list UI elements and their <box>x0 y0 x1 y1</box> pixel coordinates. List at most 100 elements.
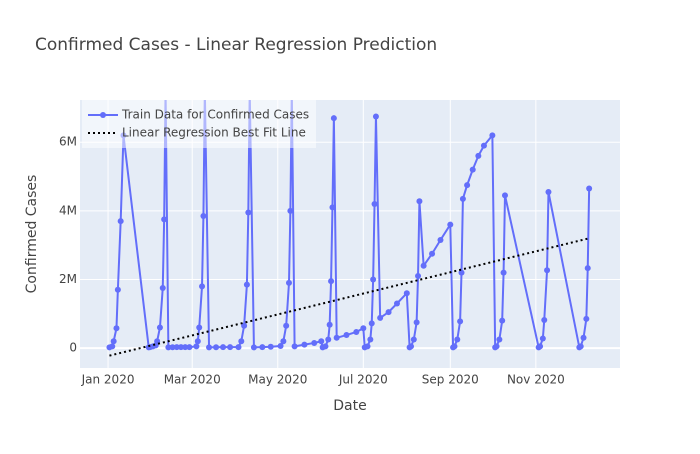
point <box>420 262 427 269</box>
point <box>364 343 371 350</box>
point <box>586 185 593 192</box>
point <box>114 286 121 293</box>
point <box>243 281 250 288</box>
point <box>259 344 266 351</box>
point <box>186 344 193 351</box>
point <box>368 320 375 327</box>
x-tick-label: Nov 2020 <box>507 373 565 387</box>
point <box>289 88 295 94</box>
point <box>163 88 169 94</box>
point <box>544 267 551 274</box>
x-tick-label: Jan 2020 <box>81 373 135 387</box>
point <box>464 182 471 189</box>
point <box>500 269 507 276</box>
point <box>109 343 116 350</box>
point <box>159 285 166 292</box>
point <box>283 322 290 329</box>
legend-label: Train Data for Confirmed Cases <box>121 108 309 122</box>
point <box>241 322 248 329</box>
point <box>459 195 466 202</box>
point <box>238 338 245 345</box>
point <box>199 283 206 290</box>
point <box>451 343 458 350</box>
point <box>285 279 292 286</box>
y-tick-label: 2M <box>59 272 77 286</box>
point <box>110 338 117 345</box>
x-tick-label: Jul 2020 <box>338 373 388 387</box>
point <box>413 319 420 326</box>
point <box>322 343 329 350</box>
point <box>169 344 176 351</box>
point <box>220 344 227 351</box>
point <box>447 221 454 228</box>
point <box>458 269 465 276</box>
y-tick-label: 6M <box>59 135 77 149</box>
point <box>280 338 287 345</box>
point <box>429 250 436 257</box>
point <box>328 278 335 285</box>
point <box>277 343 284 350</box>
point <box>408 343 415 350</box>
point <box>291 343 298 350</box>
marks <box>106 88 593 357</box>
point <box>496 336 503 343</box>
point <box>403 290 410 297</box>
point <box>489 132 496 139</box>
point <box>469 166 476 173</box>
point <box>577 343 584 350</box>
point <box>353 328 360 335</box>
point <box>539 335 546 342</box>
point <box>165 344 172 351</box>
point <box>457 318 464 325</box>
point <box>367 336 374 343</box>
point <box>330 115 337 122</box>
legend-label: Linear Regression Best Fit Line <box>122 126 306 140</box>
point <box>318 338 325 345</box>
point <box>580 334 587 341</box>
point <box>113 325 120 332</box>
y-tick-label: 4M <box>59 203 77 217</box>
point <box>583 315 590 322</box>
point <box>493 343 500 350</box>
axes: Jan 2020 Mar 2020 May 2020 Jul 2020 Sep 2020… <box>59 135 565 387</box>
x-tick-label: Sep 2020 <box>422 373 479 387</box>
point <box>475 152 482 159</box>
point <box>343 332 350 339</box>
point <box>454 336 461 343</box>
point <box>267 343 274 350</box>
legend: Train Data for Confirmed Cases Linear Reg… <box>82 100 316 148</box>
point <box>301 341 308 348</box>
point <box>213 344 220 351</box>
point <box>584 265 591 272</box>
point <box>537 343 544 350</box>
point <box>410 336 417 343</box>
x-tick-label: Mar 2020 <box>164 373 221 387</box>
point <box>545 188 552 195</box>
point <box>333 334 340 341</box>
y-axis-title: Confirmed Cases <box>24 175 40 294</box>
point <box>329 204 336 211</box>
point <box>326 321 333 328</box>
point <box>247 88 253 94</box>
point <box>541 316 548 323</box>
point <box>194 338 201 345</box>
point <box>202 88 208 94</box>
point <box>196 324 203 331</box>
legend-box <box>82 100 316 148</box>
point <box>311 339 318 346</box>
point <box>360 325 367 332</box>
point <box>415 273 422 280</box>
chart-title: Confirmed Cases - Linear Regression Pred… <box>35 35 437 55</box>
point <box>177 344 184 351</box>
point <box>206 344 213 351</box>
point <box>501 192 508 199</box>
point <box>416 198 423 205</box>
point <box>235 344 242 351</box>
point <box>370 276 377 283</box>
point <box>245 209 252 216</box>
point <box>372 113 379 120</box>
point <box>173 344 180 351</box>
point <box>182 344 189 351</box>
point <box>156 324 163 331</box>
